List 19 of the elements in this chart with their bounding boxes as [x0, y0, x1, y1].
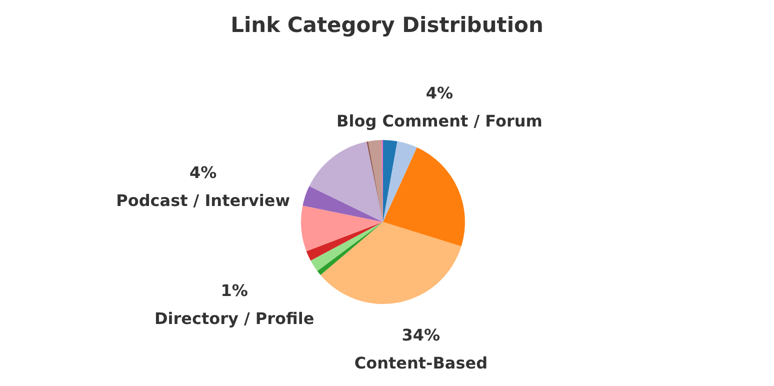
pie-slice [301, 206, 383, 252]
data-label: 4% [189, 162, 217, 182]
pie-slice [383, 140, 398, 222]
chart-title: Link Category Distribution [230, 13, 544, 37]
pie-slice [383, 147, 465, 246]
pie-slice [306, 222, 383, 261]
pie-slice [309, 142, 383, 222]
pie-slice [317, 222, 383, 276]
data-label: 4% [426, 84, 454, 103]
slice-label: Directory / Profile [154, 308, 314, 328]
pie-slice [302, 186, 383, 222]
slice-label: Blog Comment / Forum [336, 112, 542, 131]
slice-label: Podcast / Interview [116, 190, 290, 210]
pie-slice [383, 141, 417, 222]
data-label: 1% [220, 280, 248, 300]
pie-slice [310, 222, 383, 272]
data-label: 34% [402, 325, 440, 344]
pie-slice [320, 222, 462, 304]
slice-label: Content-Based [354, 353, 488, 372]
